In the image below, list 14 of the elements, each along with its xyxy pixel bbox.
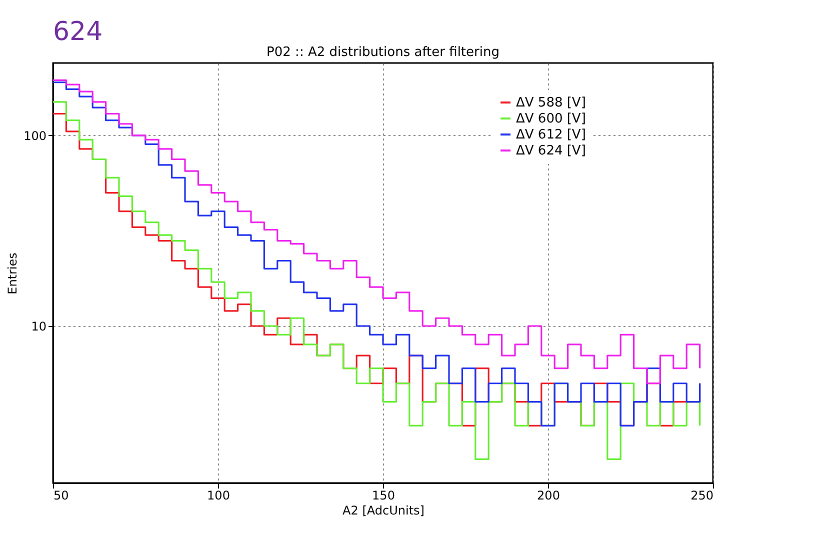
x-tick-label: 50	[54, 488, 69, 502]
y-axis-title: Entries	[6, 252, 20, 294]
x-tick-label: 150	[372, 488, 395, 502]
x-tick-label: 200	[537, 488, 560, 502]
x-axis-title: A2 [AdcUnits]	[342, 504, 424, 518]
legend-label: ΔV 600 [V]	[516, 112, 586, 126]
legend-label: ΔV 588 [V]	[516, 96, 586, 110]
y-tick-label: 10	[31, 320, 46, 334]
text: 624	[53, 17, 103, 47]
legend-label: ΔV 624 [V]	[516, 144, 586, 158]
x-tick-label: 250	[690, 488, 714, 502]
x-tick-label: 100	[207, 488, 230, 502]
chart-title: P02 :: A2 distributions after filtering	[266, 45, 500, 60]
legend-label: ΔV 612 [V]	[516, 128, 586, 142]
